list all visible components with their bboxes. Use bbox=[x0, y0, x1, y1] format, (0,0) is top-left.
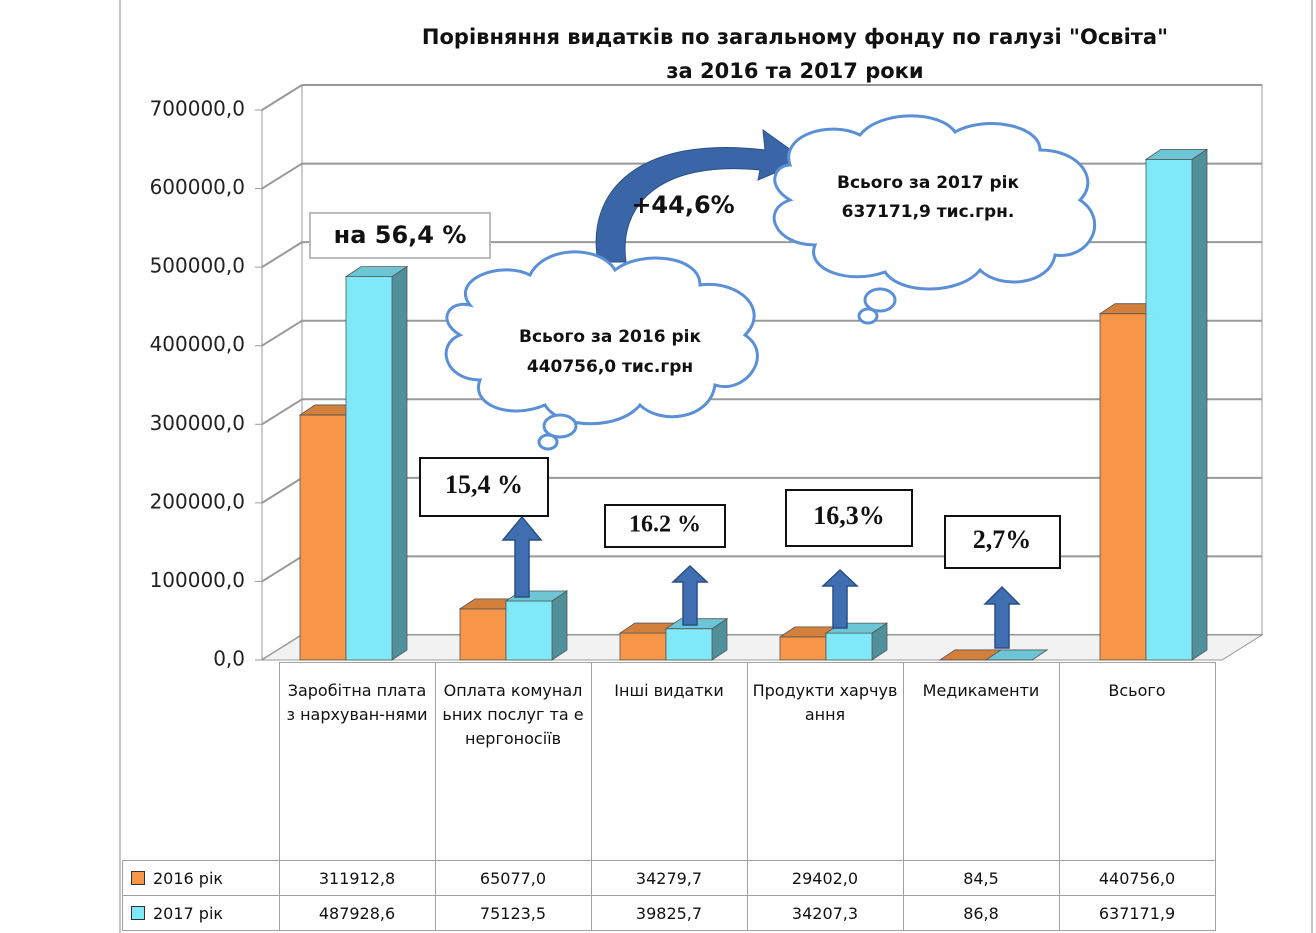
y-tick-label: 600000,0 bbox=[150, 175, 245, 199]
y-tick-label: 400000,0 bbox=[150, 332, 245, 356]
bar bbox=[779, 636, 827, 661]
bar-top bbox=[1144, 148, 1209, 160]
x-tick-label: Оплата комунальних послуг та енергоносії… bbox=[434, 662, 592, 861]
bar-side bbox=[1191, 148, 1208, 661]
bar bbox=[619, 632, 667, 661]
data-label: 86,8 bbox=[902, 895, 1060, 931]
bar bbox=[505, 600, 553, 661]
bar bbox=[825, 632, 873, 661]
x-tick-label: Всього bbox=[1058, 662, 1216, 861]
bar bbox=[345, 276, 393, 661]
y-tick-label: 500000,0 bbox=[150, 254, 245, 278]
y-tick-label: 300000,0 bbox=[150, 411, 245, 435]
legend-key bbox=[131, 905, 145, 920]
bar-top bbox=[984, 649, 1049, 661]
bar bbox=[1099, 313, 1147, 661]
bar bbox=[459, 608, 507, 661]
grid-line bbox=[261, 555, 303, 583]
bar-side bbox=[551, 590, 568, 661]
data-label: 34279,7 bbox=[590, 860, 748, 896]
legend-entry: 2016 рік bbox=[122, 860, 280, 896]
x-tick-label: Медикаменти bbox=[902, 662, 1060, 861]
grid-line bbox=[261, 162, 303, 190]
data-row: 2017 рік 487928,6 75123,5 39825,7 34207,3 86,… bbox=[122, 895, 1216, 931]
annotation: 637171,9 тис.грн. bbox=[842, 202, 1015, 222]
legend-label: 2016 рік bbox=[153, 868, 224, 888]
bar bbox=[299, 414, 347, 661]
chart-subtitle: за 2016 та 2017 роки bbox=[666, 59, 923, 83]
annotation: 440756,0 тис.грн bbox=[527, 357, 693, 377]
data-row: 2016 рік 311912,8 65077,0 34279,7 29402,0 84,… bbox=[122, 860, 1216, 896]
annotation: 16.2 % bbox=[629, 512, 701, 538]
annotation: Всього за 2017 рік bbox=[837, 173, 1019, 193]
bar bbox=[1145, 158, 1193, 661]
annotation: Всього за 2016 рік bbox=[519, 327, 701, 347]
data-label: 34207,3 bbox=[746, 895, 904, 931]
annotation: на 56,4 % bbox=[334, 221, 467, 249]
bar bbox=[665, 628, 713, 661]
data-label: 311912,8 bbox=[278, 860, 436, 896]
x-tick-label: Продукти харчування bbox=[746, 662, 904, 861]
bar-side bbox=[391, 265, 408, 661]
category-row: Заробітна плата з нархуван-нями Оплата ко… bbox=[122, 662, 1216, 861]
annotation: +44,6% bbox=[631, 191, 734, 219]
data-label: 65077,0 bbox=[434, 860, 592, 896]
data-table: Заробітна плата з нархуван-нями Оплата ко… bbox=[122, 662, 1216, 931]
x-tick-label: Заробітна плата з нархуван-нями bbox=[278, 662, 436, 861]
grid-line bbox=[261, 477, 303, 504]
grid-line bbox=[261, 241, 303, 268]
grid-line bbox=[261, 319, 303, 347]
data-label: 440756,0 bbox=[1058, 860, 1216, 896]
annotation: 16,3% bbox=[813, 501, 885, 530]
data-label: 29402,0 bbox=[746, 860, 904, 896]
decorations bbox=[309, 114, 1097, 649]
data-label: 487928,6 bbox=[278, 895, 436, 931]
annotation: 2,7% bbox=[973, 525, 1032, 554]
y-tick-label: 700000,0 bbox=[150, 97, 245, 121]
data-label: 84,5 bbox=[902, 860, 1060, 896]
chart-title: Порівняння видатків по загальному фонду … bbox=[422, 25, 1168, 49]
annotation: 15,4 % bbox=[445, 470, 523, 499]
grid-line bbox=[261, 398, 303, 426]
bars bbox=[298, 148, 1209, 661]
x-tick-label: Інші видатки bbox=[590, 662, 748, 861]
bar-top bbox=[344, 266, 409, 278]
legend-key bbox=[131, 870, 145, 885]
data-label: 637171,9 bbox=[1058, 895, 1216, 931]
grid-line bbox=[261, 84, 303, 111]
y-tick-label: 200000,0 bbox=[150, 489, 245, 513]
data-label: 75123,5 bbox=[434, 895, 592, 931]
data-label: 39825,7 bbox=[590, 895, 748, 931]
legend-label: 2017 рік bbox=[153, 903, 224, 923]
legend-entry: 2017 рік bbox=[122, 895, 280, 931]
y-tick-label: 100000,0 bbox=[150, 568, 245, 592]
annotations: на 56,4 % 15,4 % 16.2 % 16,3% 2,7% +44,6% Всьо… bbox=[334, 173, 1032, 554]
